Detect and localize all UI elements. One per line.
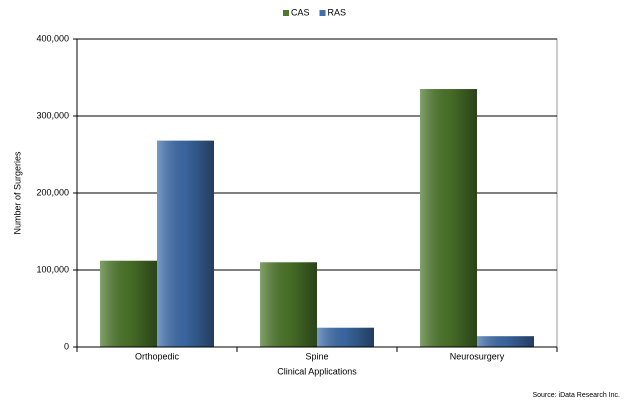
x-axis-title: Clinical Applications	[277, 366, 357, 376]
legend-swatch	[283, 10, 289, 16]
legend-label: CAS	[291, 7, 310, 17]
source-note: Source: iData Research Inc.	[532, 392, 620, 399]
y-axis-title: Number of Surgeries	[12, 151, 22, 235]
bar-shade	[100, 260, 157, 347]
bar-shade	[157, 140, 214, 347]
legend-swatch	[319, 10, 326, 16]
y-tick-label: 0	[64, 341, 69, 351]
x-tick-label: Neurosurgery	[450, 351, 505, 361]
y-tick-label: 200,000	[36, 187, 69, 197]
bar-shade	[317, 327, 374, 347]
bar-shade	[260, 262, 317, 347]
y-tick-label: 300,000	[36, 110, 69, 120]
x-tick-label: Orthopedic	[135, 351, 180, 361]
bar-shade	[420, 89, 477, 348]
x-tick-label: Spine	[305, 351, 328, 361]
y-tick-label: 100,000	[36, 264, 69, 274]
legend-label: RAS	[328, 7, 347, 17]
bar-shade	[477, 336, 534, 347]
y-tick-label: 400,000	[36, 33, 69, 43]
